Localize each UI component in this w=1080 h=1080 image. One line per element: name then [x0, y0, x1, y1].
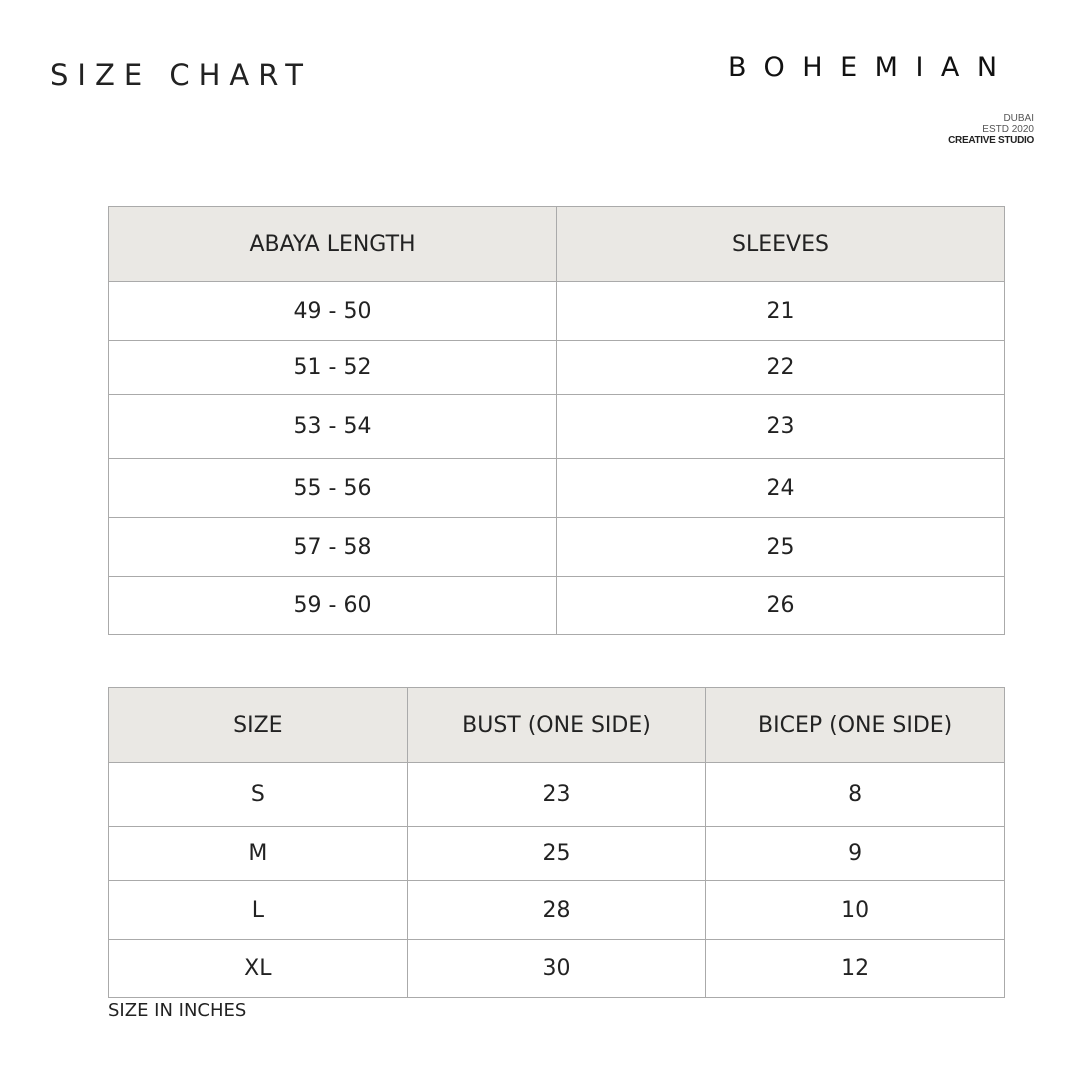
table-row: 49 - 50 21 [108, 281, 1005, 341]
table-cell: L [108, 880, 408, 940]
table-cell: 22 [556, 340, 1005, 395]
table-cell: S [108, 762, 408, 827]
column-header: SLEEVES [556, 206, 1005, 282]
table-row: S 23 8 [108, 762, 1005, 827]
table-cell: 25 [406, 826, 707, 881]
table-row: XL 30 12 [108, 939, 1005, 998]
table-cell: 24 [556, 458, 1005, 518]
table-cell: 25 [556, 517, 1005, 577]
column-header: ABAYA LENGTH [108, 206, 557, 282]
table-row: M 25 9 [108, 826, 1005, 881]
table-cell: XL [108, 939, 408, 998]
table-row: 59 - 60 26 [108, 576, 1005, 635]
table-cell: 30 [406, 939, 707, 998]
table-cell: 23 [406, 762, 707, 827]
brand-established: ESTD 2020 [982, 124, 1034, 135]
table-cell: 10 [705, 880, 1005, 940]
table-cell: 55 - 56 [108, 458, 557, 518]
table-row: 51 - 52 22 [108, 340, 1005, 395]
column-header: BICEP (ONE SIDE) [705, 687, 1005, 763]
brand-city: DUBAI [1003, 113, 1034, 124]
column-header: SIZE [108, 687, 408, 763]
table-row: 55 - 56 24 [108, 458, 1005, 518]
table-cell: 49 - 50 [108, 281, 557, 341]
page-title: SIZE CHART [50, 58, 313, 92]
brand-subtitle: DUBAI ESTD 2020 CREATIVE STUDIO [948, 113, 1034, 146]
column-header: BUST (ONE SIDE) [406, 687, 707, 763]
units-note: SIZE IN INCHES [108, 1000, 247, 1021]
table-cell: 51 - 52 [108, 340, 557, 395]
table-row: L 28 10 [108, 880, 1005, 940]
table-cell: 57 - 58 [108, 517, 557, 577]
table-cell: 23 [556, 394, 1005, 459]
table-cell: 59 - 60 [108, 576, 557, 635]
table-cell: 21 [556, 281, 1005, 341]
table-cell: 8 [705, 762, 1005, 827]
table-cell: M [108, 826, 408, 881]
brand-logo: BOHEMIAN [728, 52, 1015, 83]
brand-tagline: CREATIVE STUDIO [948, 135, 1034, 146]
table-header-row: ABAYA LENGTH SLEEVES [108, 206, 1005, 282]
table-row: 53 - 54 23 [108, 394, 1005, 459]
table-cell: 26 [556, 576, 1005, 635]
table-cell: 28 [406, 880, 707, 940]
length-table: ABAYA LENGTH SLEEVES 49 - 50 21 51 - 52 22 5… [108, 206, 1005, 635]
table-header-row: SIZE BUST (ONE SIDE) BICEP (ONE SIDE) [108, 687, 1005, 763]
table-row: 57 - 58 25 [108, 517, 1005, 577]
table-cell: 53 - 54 [108, 394, 557, 459]
table-cell: 12 [705, 939, 1005, 998]
table-cell: 9 [705, 826, 1005, 881]
